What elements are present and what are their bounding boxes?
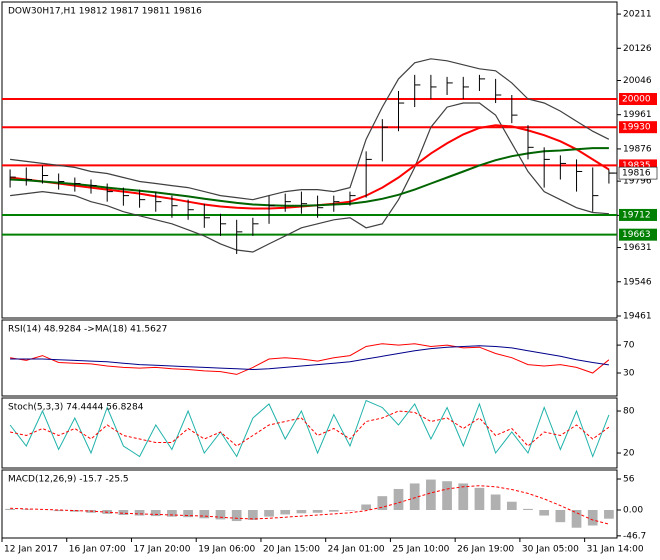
macd-bar <box>215 510 226 520</box>
x-tick-label: 30 Jan 05:00 <box>522 545 579 555</box>
macd-bar <box>361 504 371 511</box>
y-tick-label: 0.00 <box>623 506 643 516</box>
level-label: 20000 <box>622 95 651 105</box>
indicator-line <box>10 343 610 375</box>
y-tick-label: 19631 <box>623 243 652 253</box>
panel-border <box>1 319 618 397</box>
panel-border <box>1 1 618 319</box>
panel-title: RSI(14) 48.9284 ->MA(18) 41.5627 <box>8 325 167 335</box>
level-label-box <box>619 228 657 241</box>
y-tick-label: 19961 <box>623 110 652 120</box>
y-tick-label: -46.7 <box>623 531 646 541</box>
macd-bar <box>53 510 64 512</box>
x-tick-label: 26 Jan 19:00 <box>457 545 514 555</box>
macd-bar <box>280 510 291 515</box>
panel-title: DOW30H17,H1 19812 19817 19811 19816 <box>8 7 202 17</box>
indicator-line <box>9 410 610 447</box>
level-label: 19663 <box>622 230 651 240</box>
macd-bar <box>5 508 15 511</box>
macd-bar <box>506 501 517 511</box>
indicator-line <box>9 399 610 458</box>
x-tick-label: 20 Jan 15:00 <box>263 545 320 555</box>
macd-bar <box>409 483 420 511</box>
macd-bar <box>604 510 614 519</box>
macd-bar <box>69 510 80 512</box>
macd-bar <box>539 510 550 516</box>
y-tick-label: 80 <box>623 407 635 417</box>
level-label-box <box>619 121 657 134</box>
macd-bar <box>474 487 485 511</box>
panel-border <box>1 397 618 469</box>
macd-bar <box>458 483 469 511</box>
y-tick-label: 20126 <box>623 44 652 54</box>
level-label: 19712 <box>622 210 651 220</box>
y-tick-label: 19876 <box>623 144 652 154</box>
x-tick-label: 24 Jan 01:00 <box>328 545 385 555</box>
y-tick-label: 19546 <box>623 277 652 287</box>
x-tick-label: 31 Jan 14:00 <box>587 545 644 555</box>
macd-bar <box>134 510 145 516</box>
macd-bar <box>442 481 452 511</box>
macd-bar <box>231 510 242 522</box>
macd-bar <box>150 510 161 517</box>
indicator-line <box>10 345 609 371</box>
y-tick-label: 20 <box>623 449 635 459</box>
y-tick-label: 70 <box>623 341 635 351</box>
macd-bar <box>199 510 210 519</box>
macd-bar <box>167 510 177 517</box>
macd-bar <box>183 510 193 518</box>
current-price-box <box>618 166 658 180</box>
macd-bar <box>328 510 339 512</box>
x-tick-label: 12 Jan 2017 <box>4 545 58 555</box>
level-label-box <box>619 208 657 221</box>
y-tick-label: 19796 <box>623 177 652 187</box>
macd-bar <box>393 488 404 511</box>
macd-bar <box>377 496 388 511</box>
indicator-line <box>10 147 609 207</box>
y-tick-label: 20046 <box>623 76 652 86</box>
x-tick-label: 25 Jan 10:00 <box>392 545 449 555</box>
x-tick-label: 19 Jan 06:00 <box>198 545 255 555</box>
macd-bar <box>248 510 258 520</box>
panel-border <box>1 469 618 539</box>
macd-bar <box>555 510 566 523</box>
x-tick-label: 17 Jan 20:00 <box>133 545 190 555</box>
macd-bar <box>21 509 32 511</box>
y-tick-label: 20211 <box>623 10 652 20</box>
macd-bar <box>312 510 323 513</box>
panel-title: MACD(12,26,9) -15.7 -25.5 <box>8 475 129 485</box>
panel-title: Stoch(5,3,3) 74.4444 56.8284 <box>8 403 144 413</box>
macd-bar <box>345 510 355 511</box>
macd-bar <box>426 479 436 511</box>
macd-bar <box>523 508 533 511</box>
indicator-line <box>10 58 610 201</box>
macd-bar <box>587 510 598 526</box>
level-label: 19835 <box>622 161 651 171</box>
indicator-line <box>10 485 610 525</box>
current-price-label: 19816 <box>622 169 651 179</box>
y-tick-label: 56 <box>623 475 635 485</box>
y-tick-label: 19461 <box>623 311 652 321</box>
level-label-box <box>619 93 657 106</box>
macd-bar <box>264 510 274 517</box>
macd-bar <box>296 510 307 514</box>
macd-bar <box>490 494 501 511</box>
indicator-line <box>10 102 609 253</box>
level-label: 19930 <box>622 123 651 133</box>
y-tick-label: 30 <box>623 368 635 378</box>
x-tick-label: 16 Jan 07:00 <box>69 545 126 555</box>
macd-bar <box>571 510 582 528</box>
macd-bar <box>118 510 129 515</box>
